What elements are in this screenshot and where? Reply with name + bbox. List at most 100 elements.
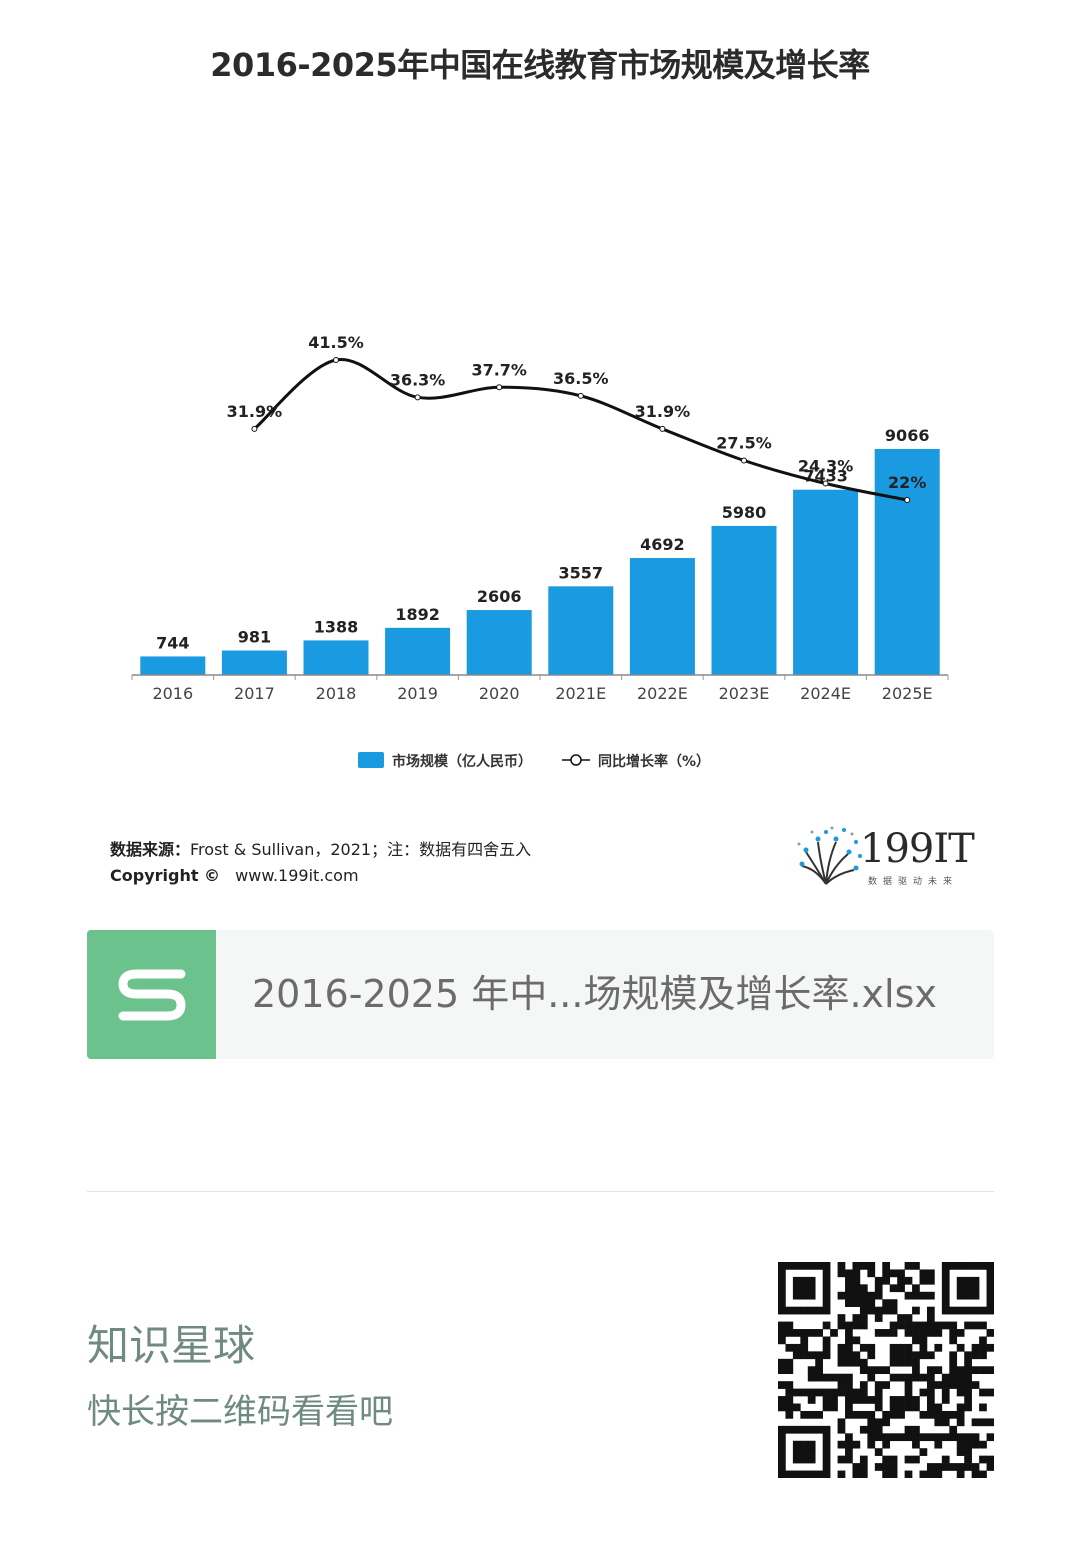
qr-module [949, 1262, 958, 1270]
qr-module [837, 1440, 846, 1449]
qr-module [882, 1455, 891, 1464]
qr-module [971, 1351, 980, 1360]
qr-module [926, 1388, 935, 1397]
qr-module [800, 1291, 809, 1300]
qr-module [889, 1373, 898, 1382]
qr-module [926, 1396, 935, 1404]
qr-module [897, 1276, 905, 1285]
qr-code[interactable] [778, 1262, 994, 1478]
qr-module [926, 1470, 935, 1478]
growth-rate-point [659, 425, 666, 432]
qr-module [941, 1463, 950, 1471]
qr-module [904, 1403, 913, 1412]
qr-module [778, 1291, 786, 1300]
qr-module [941, 1291, 950, 1300]
legend-line-marker [570, 754, 582, 766]
source-text: Frost & Sullivan，2021；注：数据有四舍五入 [190, 840, 532, 859]
growth-rate-point [251, 425, 258, 432]
qr-module [852, 1358, 861, 1367]
qr-module [956, 1329, 965, 1337]
qr-module [889, 1463, 898, 1471]
qr-module [986, 1269, 994, 1278]
qr-module [852, 1314, 861, 1322]
qr-module [904, 1262, 913, 1270]
qr-module [800, 1329, 809, 1337]
qr-module [778, 1321, 786, 1330]
qr-module [964, 1321, 972, 1330]
qr-module [912, 1284, 920, 1293]
growth-rate-label: 36.5% [553, 369, 609, 388]
qr-module [822, 1276, 831, 1285]
legend-bar-swatch [358, 752, 384, 768]
qr-module [949, 1463, 958, 1471]
spreadsheet-s-icon [87, 930, 216, 1059]
qr-module [822, 1269, 831, 1278]
qr-module [949, 1306, 958, 1315]
qr-module [934, 1410, 943, 1419]
qr-module [852, 1276, 861, 1285]
qr-module [986, 1291, 994, 1300]
qr-module [807, 1351, 816, 1360]
qr-module [778, 1306, 786, 1315]
qr-module [949, 1351, 958, 1360]
qr-module [882, 1276, 891, 1285]
qr-module [912, 1433, 920, 1442]
qr-module [800, 1388, 809, 1397]
qr-module [979, 1321, 987, 1330]
qr-module [889, 1343, 898, 1352]
qr-module [912, 1366, 920, 1375]
qr-module [837, 1388, 846, 1397]
qr-module [912, 1351, 920, 1360]
qr-module [852, 1321, 861, 1330]
x-tick-label: 2024E [800, 684, 851, 703]
qr-module [971, 1284, 980, 1293]
qr-module [882, 1329, 891, 1337]
file-name: 2016-2025 年中...场规模及增长率.xlsx [252, 972, 937, 1016]
qr-module [792, 1262, 801, 1270]
qr-module [800, 1455, 809, 1464]
qr-module [986, 1299, 994, 1307]
qr-module [800, 1284, 809, 1293]
qr-module [830, 1403, 838, 1412]
qr-module [979, 1388, 987, 1397]
file-attachment-card[interactable]: 2016-2025 年中...场规模及增长率.xlsx [87, 930, 994, 1059]
qr-module [919, 1336, 928, 1345]
planet-label: 知识星球 [87, 1321, 256, 1370]
qr-module [904, 1321, 913, 1330]
qr-module [800, 1336, 809, 1345]
qr-module [956, 1381, 965, 1389]
x-tick-label: 2021E [555, 684, 606, 703]
qr-module [949, 1358, 958, 1367]
qr-module [852, 1396, 861, 1404]
qr-module [822, 1336, 831, 1345]
qr-module [912, 1396, 920, 1404]
qr-module [986, 1329, 994, 1337]
qr-module [874, 1306, 883, 1315]
qr-module [986, 1463, 994, 1471]
qr-module [964, 1388, 972, 1397]
qr-module [874, 1314, 883, 1322]
qr-module [822, 1463, 831, 1471]
qr-module [778, 1299, 786, 1307]
qr-module [822, 1291, 831, 1300]
qr-module [904, 1373, 913, 1382]
qr-module [867, 1351, 876, 1360]
qr-module [792, 1343, 801, 1352]
qr-module [934, 1403, 943, 1412]
qr-module [882, 1262, 891, 1270]
qr-module [986, 1418, 994, 1427]
qr-module [904, 1343, 913, 1352]
logo-text: 199IT [860, 826, 975, 872]
qr-module [934, 1329, 943, 1337]
qr-module [926, 1433, 935, 1442]
qr-module [941, 1410, 950, 1419]
qr-module [964, 1262, 972, 1270]
growth-rate-point [904, 497, 911, 503]
qr-module [845, 1284, 853, 1293]
qr-module [845, 1455, 853, 1464]
qr-module [852, 1388, 861, 1397]
qr-module [778, 1269, 786, 1278]
qr-module [979, 1306, 987, 1315]
qr-module [956, 1410, 965, 1419]
qr-module [986, 1284, 994, 1293]
